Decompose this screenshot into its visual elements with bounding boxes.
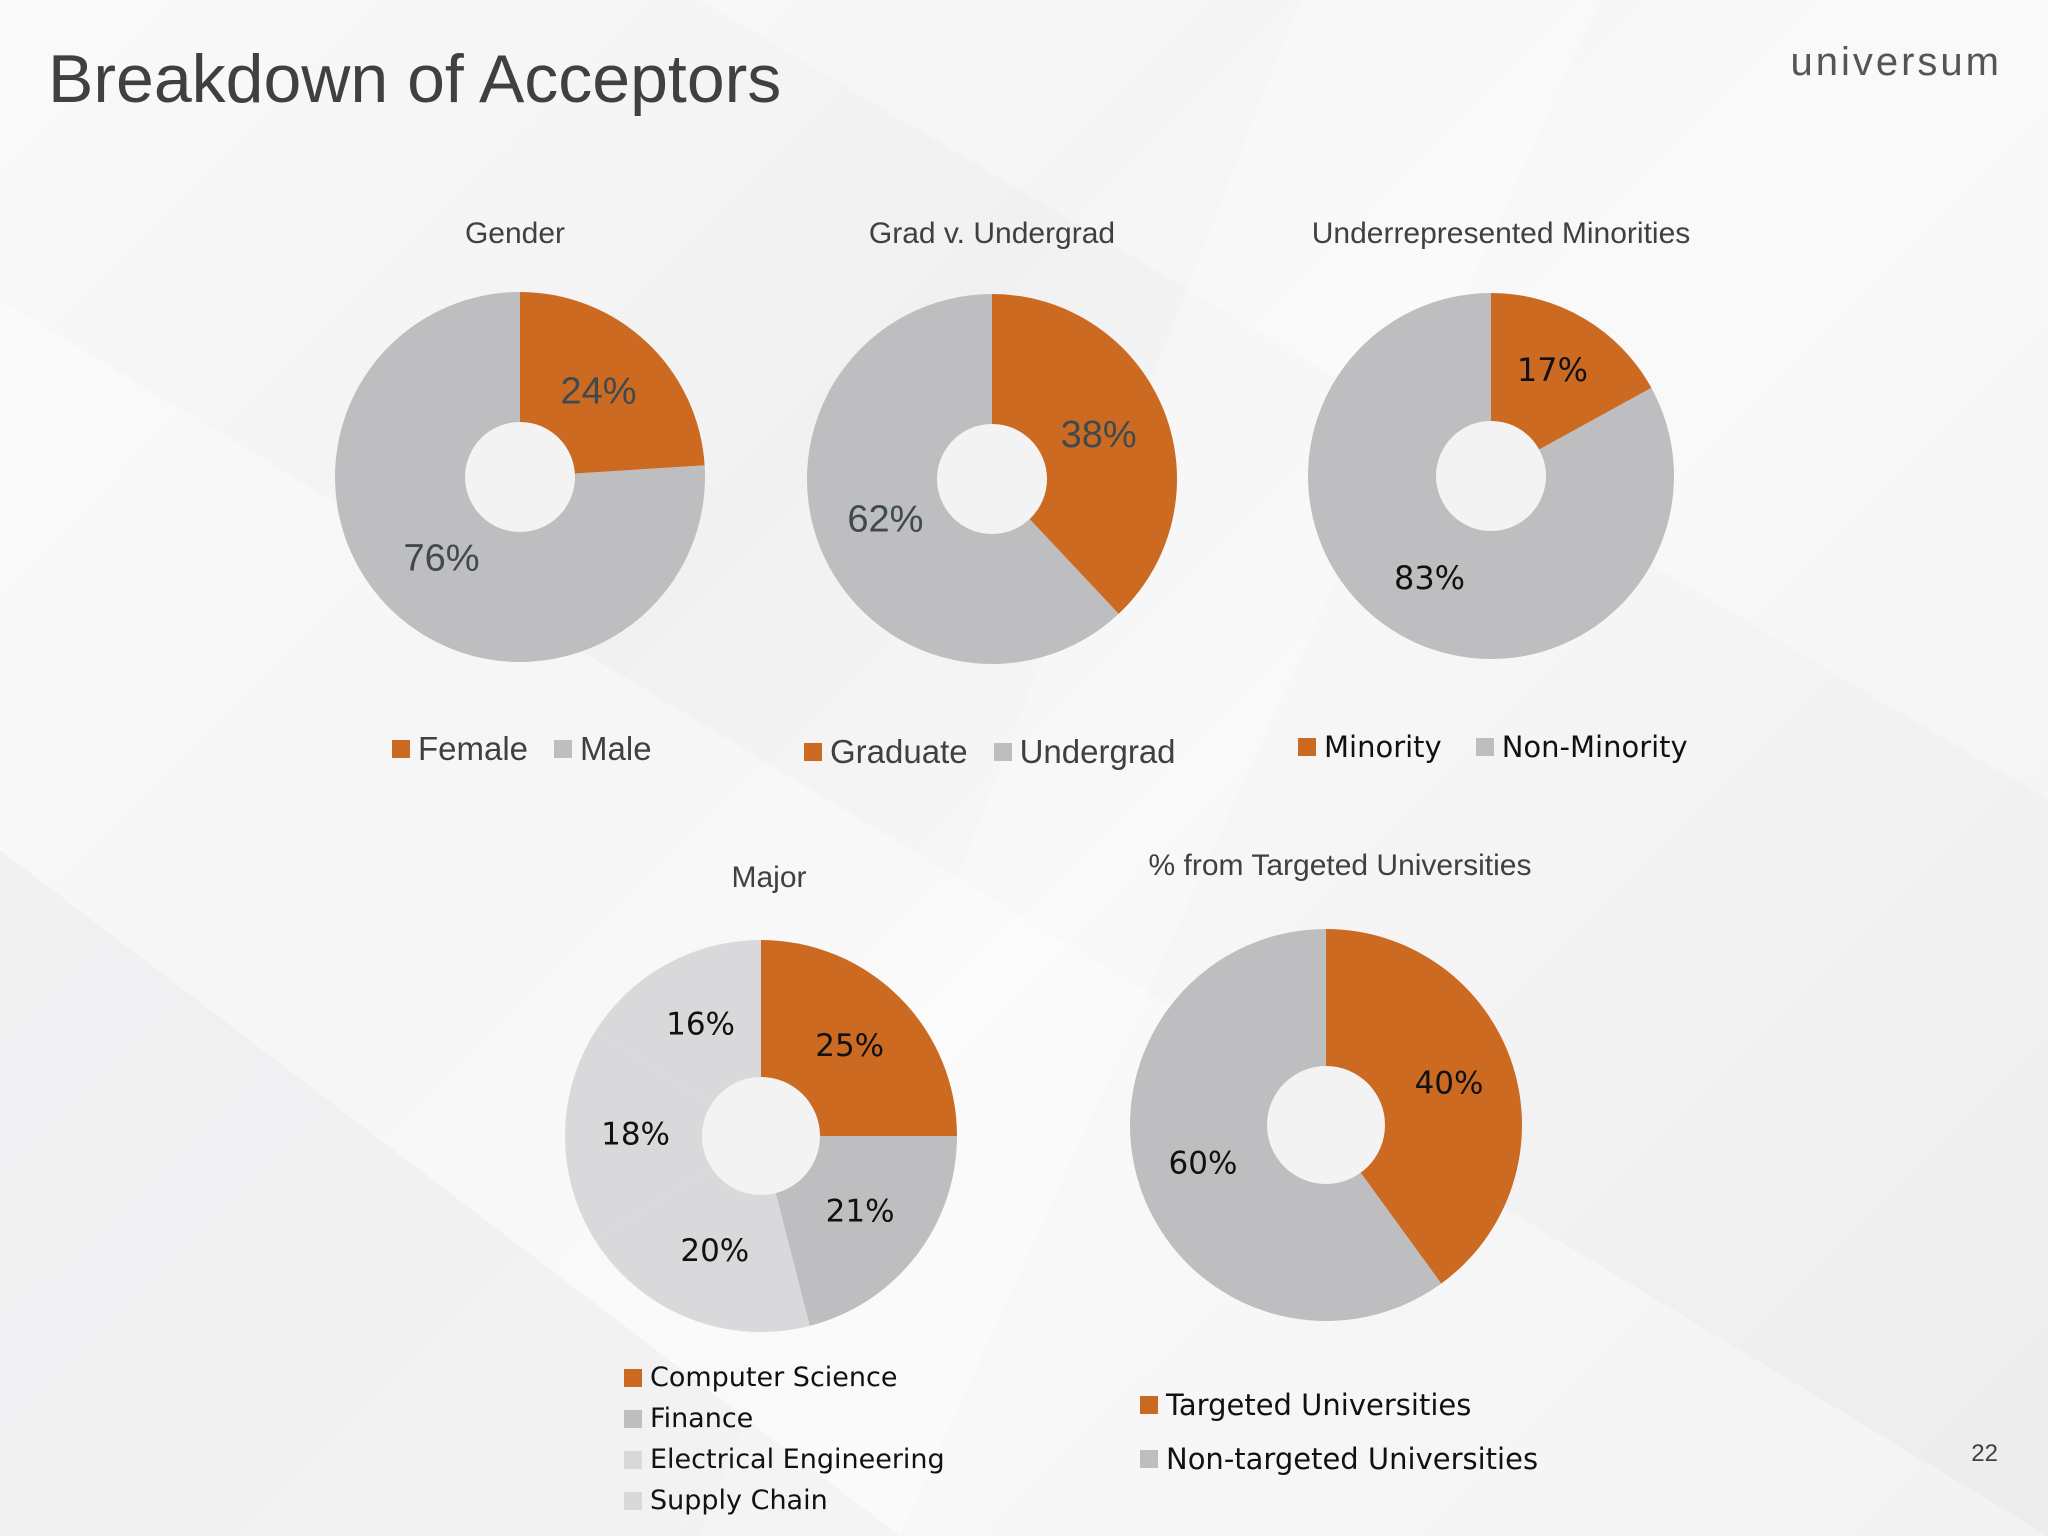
legend-item-finance: Finance bbox=[624, 1403, 753, 1434]
legend-swatch bbox=[624, 1368, 642, 1387]
chart-title-grad: Grad v. Undergrad bbox=[868, 217, 1116, 250]
legend-swatch bbox=[1140, 1450, 1158, 1468]
chart-title-minorities: Underrepresented Minorities bbox=[1311, 217, 1691, 250]
legend-label: Non-Minority bbox=[1501, 730, 1688, 764]
legend-swatch bbox=[624, 1491, 642, 1510]
legend-item-undergrad: Undergrad bbox=[993, 733, 1176, 771]
brand-logo: universum bbox=[1790, 40, 2002, 84]
data-label: 20% bbox=[680, 1233, 749, 1269]
legend-label: Undergrad bbox=[1019, 733, 1176, 770]
pie-slice bbox=[761, 940, 957, 1136]
legend-label: Computer Science bbox=[650, 1362, 898, 1393]
donut-hole bbox=[937, 424, 1047, 534]
legend-item-minority: Minority bbox=[1298, 730, 1442, 764]
page-number: 22 bbox=[1971, 1440, 1998, 1467]
legend-minorities: Minority Non-Minority bbox=[1298, 730, 1688, 764]
pie-slice bbox=[992, 294, 1177, 614]
legend-item-computer-science: Computer Science bbox=[624, 1362, 897, 1393]
legend-item-female: Female bbox=[392, 730, 528, 768]
legend-swatch bbox=[1298, 738, 1316, 756]
legend-item-supply-chain: Supply Chain bbox=[624, 1485, 828, 1516]
pie-chart-grad: 38% 62% bbox=[807, 294, 1177, 664]
pie-slice bbox=[520, 292, 705, 477]
legend-item-graduate: Graduate bbox=[804, 733, 968, 771]
chart-title-gender: Gender bbox=[464, 217, 566, 250]
legend-swatch bbox=[1140, 1396, 1158, 1414]
chart-title-targeted: % from Targeted Universities bbox=[1148, 849, 1532, 882]
data-label: 76% bbox=[403, 538, 479, 580]
legend-label: Supply Chain bbox=[650, 1485, 828, 1516]
legend-targeted: Targeted Universities Non-targeted Unive… bbox=[1140, 1388, 1538, 1476]
pie-slice bbox=[595, 940, 761, 1136]
pie-slice bbox=[1491, 293, 1652, 476]
legend-major: Computer Science Finance Electrical Engi… bbox=[624, 1362, 945, 1516]
legend-label: Targeted Universities bbox=[1166, 1388, 1472, 1422]
legend-label: Non-targeted Universities bbox=[1166, 1442, 1539, 1476]
legend-swatch bbox=[392, 740, 410, 758]
legend-swatch bbox=[804, 743, 822, 761]
legend-item-non-minority: Non-Minority bbox=[1475, 730, 1688, 764]
data-label: 60% bbox=[1169, 1145, 1238, 1181]
legend-label: Graduate bbox=[830, 733, 968, 770]
pie-slice bbox=[761, 1136, 957, 1326]
legend-swatch bbox=[624, 1409, 642, 1428]
legend-label: Male bbox=[580, 730, 652, 767]
legend-grad: Graduate Undergrad bbox=[804, 733, 1176, 771]
legend-swatch bbox=[1475, 738, 1494, 756]
data-label: 18% bbox=[601, 1117, 670, 1153]
pie-slice bbox=[1326, 929, 1522, 1284]
pie-chart-gender: 24% 76% bbox=[334, 292, 705, 662]
donut-hole bbox=[1267, 1066, 1385, 1184]
legend-label: Female bbox=[418, 730, 529, 767]
data-label: 40% bbox=[1415, 1066, 1484, 1102]
data-label: 62% bbox=[847, 498, 923, 540]
pie-slice bbox=[565, 1030, 761, 1242]
data-label: 25% bbox=[815, 1028, 884, 1064]
pie-chart-minorities: 17% 83% bbox=[1308, 293, 1674, 659]
legend-swatch bbox=[624, 1450, 642, 1469]
pie-chart-major: 25% 21% 20% 18% 16% bbox=[565, 940, 957, 1332]
legend-label: Minority bbox=[1324, 730, 1442, 764]
data-label: 21% bbox=[826, 1193, 895, 1229]
data-label: 38% bbox=[1061, 414, 1137, 456]
donut-hole bbox=[465, 422, 575, 532]
legend-gender: Female Male bbox=[392, 730, 652, 768]
legend-item-targeted: Targeted Universities bbox=[1140, 1388, 1471, 1422]
pie-chart-targeted: 40% 60% bbox=[1129, 929, 1522, 1321]
legend-swatch bbox=[554, 740, 573, 758]
chart-title-major: Major bbox=[731, 861, 807, 894]
legend-item-electrical-engineering: Electrical Engineering bbox=[624, 1444, 945, 1475]
legend-label: Electrical Engineering bbox=[650, 1444, 945, 1475]
legend-item-male: Male bbox=[554, 730, 652, 768]
data-label: 24% bbox=[560, 370, 636, 412]
donut-hole bbox=[1436, 421, 1546, 531]
legend-label: Finance bbox=[650, 1403, 754, 1434]
data-label: 17% bbox=[1517, 351, 1588, 389]
page-title: Breakdown of Acceptors bbox=[48, 41, 782, 117]
legend-swatch bbox=[993, 743, 1012, 761]
data-label: 83% bbox=[1394, 559, 1465, 597]
legend-item-non-targeted: Non-targeted Universities bbox=[1140, 1442, 1538, 1476]
data-label: 16% bbox=[666, 1007, 735, 1043]
donut-hole bbox=[702, 1077, 820, 1195]
